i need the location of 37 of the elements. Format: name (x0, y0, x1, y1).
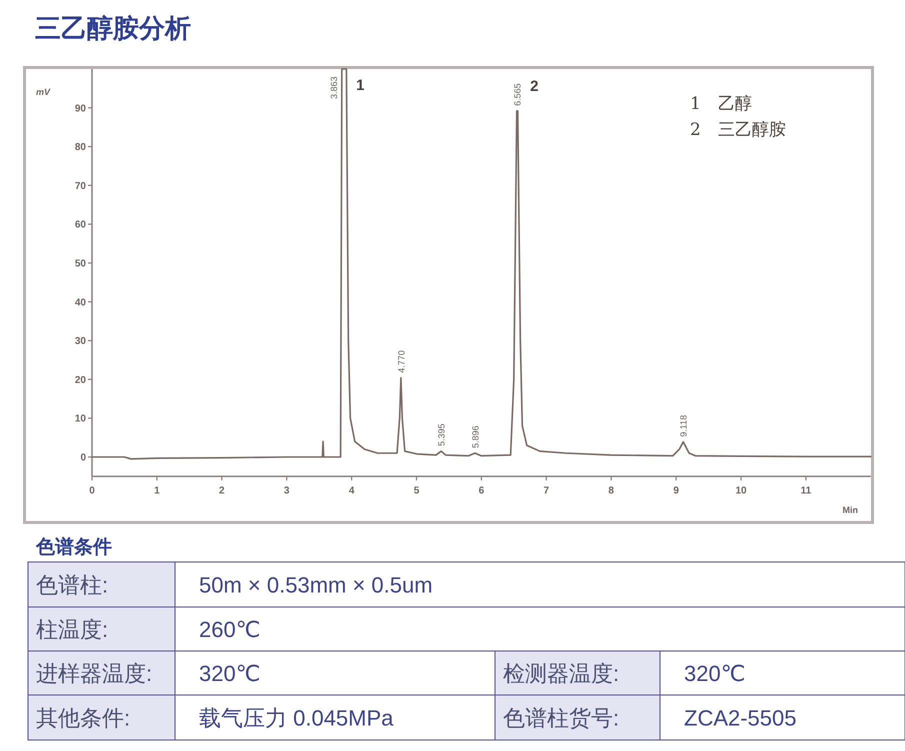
y-tick-label: 90 (74, 103, 86, 114)
y-tick-label: 10 (74, 414, 86, 425)
x-tick-label: 5 (414, 485, 420, 496)
x-tick-label: 4 (348, 485, 355, 496)
x-tick-label: 3 (284, 485, 290, 496)
annotation: 5.395 (436, 424, 447, 446)
annotation: 2 三乙醇胺 (690, 120, 786, 140)
y-tick-label: 0 (80, 452, 86, 464)
annotation: 9.118 (678, 415, 689, 437)
y-tick-label: 70 (74, 180, 86, 192)
y-tick-label: 20 (74, 374, 86, 386)
y-axis-title: mV (36, 87, 51, 97)
y-tick-label: 50 (74, 258, 86, 270)
y-tick-label: 60 (74, 220, 86, 231)
title: 三乙醇胺分析 (35, 13, 191, 43)
x-tick-label: 10 (735, 485, 747, 496)
y-tick-label: 30 (74, 336, 86, 348)
annotation: 3.863 (329, 76, 340, 99)
y-tick-label: 80 (74, 142, 86, 154)
text: 色谱条件 (35, 536, 112, 558)
annotation: 4.770 (396, 350, 406, 373)
conditions-table: 色谱柱: 50m × 0.53mm × 0.5um 柱温度: 260℃ 进样器温度: 320℃ 检测器温度: 320℃ 其他条件: 载气压力 0.045MPa 色谱柱货号: ZCA2-5505 (28, 562, 905, 740)
annotation: 1 乙醇 (690, 94, 752, 114)
x-tick-label: 2 (219, 485, 226, 496)
annotation: 2 (530, 78, 538, 95)
x-tick-label: 1 (154, 485, 160, 496)
annotation: 5.896 (470, 426, 480, 448)
x-axis-title: Min (842, 505, 858, 515)
x-tick-label: 9 (673, 485, 680, 496)
x-tick-label: 7 (544, 485, 550, 496)
y-tick-label: 40 (74, 297, 86, 308)
x-tick-label: 6 (478, 485, 485, 496)
x-tick-label: 0 (89, 485, 96, 496)
annotation: 1 (356, 77, 365, 94)
annotation: 6.565 (512, 83, 523, 106)
x-tick-label: 11 (800, 485, 812, 496)
x-tick-label: 8 (608, 485, 614, 496)
